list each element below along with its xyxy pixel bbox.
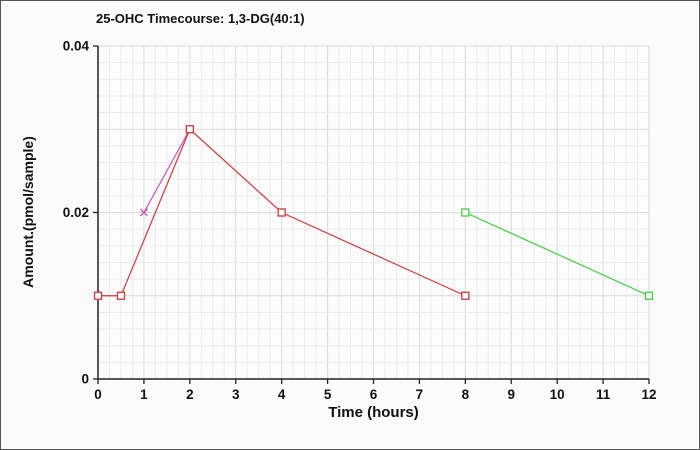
x-tick-label: 7 [416, 387, 424, 402]
red-series-marker [116, 291, 126, 300]
red-series-marker [461, 291, 470, 300]
red-series-marker [93, 291, 103, 300]
red-series-marker [185, 125, 194, 134]
x-tick-label: 8 [462, 387, 470, 402]
x-tick-label: 5 [324, 387, 332, 402]
y-tick-label: 0.04 [63, 39, 90, 54]
x-tick-label: 12 [641, 387, 656, 402]
x-tick-label: 6 [370, 387, 378, 402]
x-tick-label: 0 [94, 387, 102, 402]
chart-title: 25-OHC Timecourse: 1,3-DG(40:1) [96, 11, 305, 26]
magenta-series-line [143, 128, 191, 213]
x-tick-label: 9 [507, 387, 515, 402]
magenta-series-marker [139, 208, 148, 217]
green-series-marker [644, 291, 654, 300]
x-tick-label: 2 [186, 387, 194, 402]
y-axis-title: Amount.(pmol/sample) [20, 136, 36, 288]
x-tick-label: 4 [278, 387, 286, 402]
x-tick-label: 1 [140, 387, 148, 402]
green-series-marker [461, 208, 470, 217]
x-tick-label: 10 [550, 387, 565, 402]
green-series-line [465, 211, 650, 297]
y-tick-label: 0.02 [63, 205, 89, 220]
x-tick-label: 3 [232, 387, 240, 402]
y-tick-label: 0 [81, 372, 89, 387]
x-tick-label: 11 [596, 387, 611, 402]
red-series-marker [277, 208, 286, 217]
x-axis-title: Time (hours) [328, 404, 419, 421]
